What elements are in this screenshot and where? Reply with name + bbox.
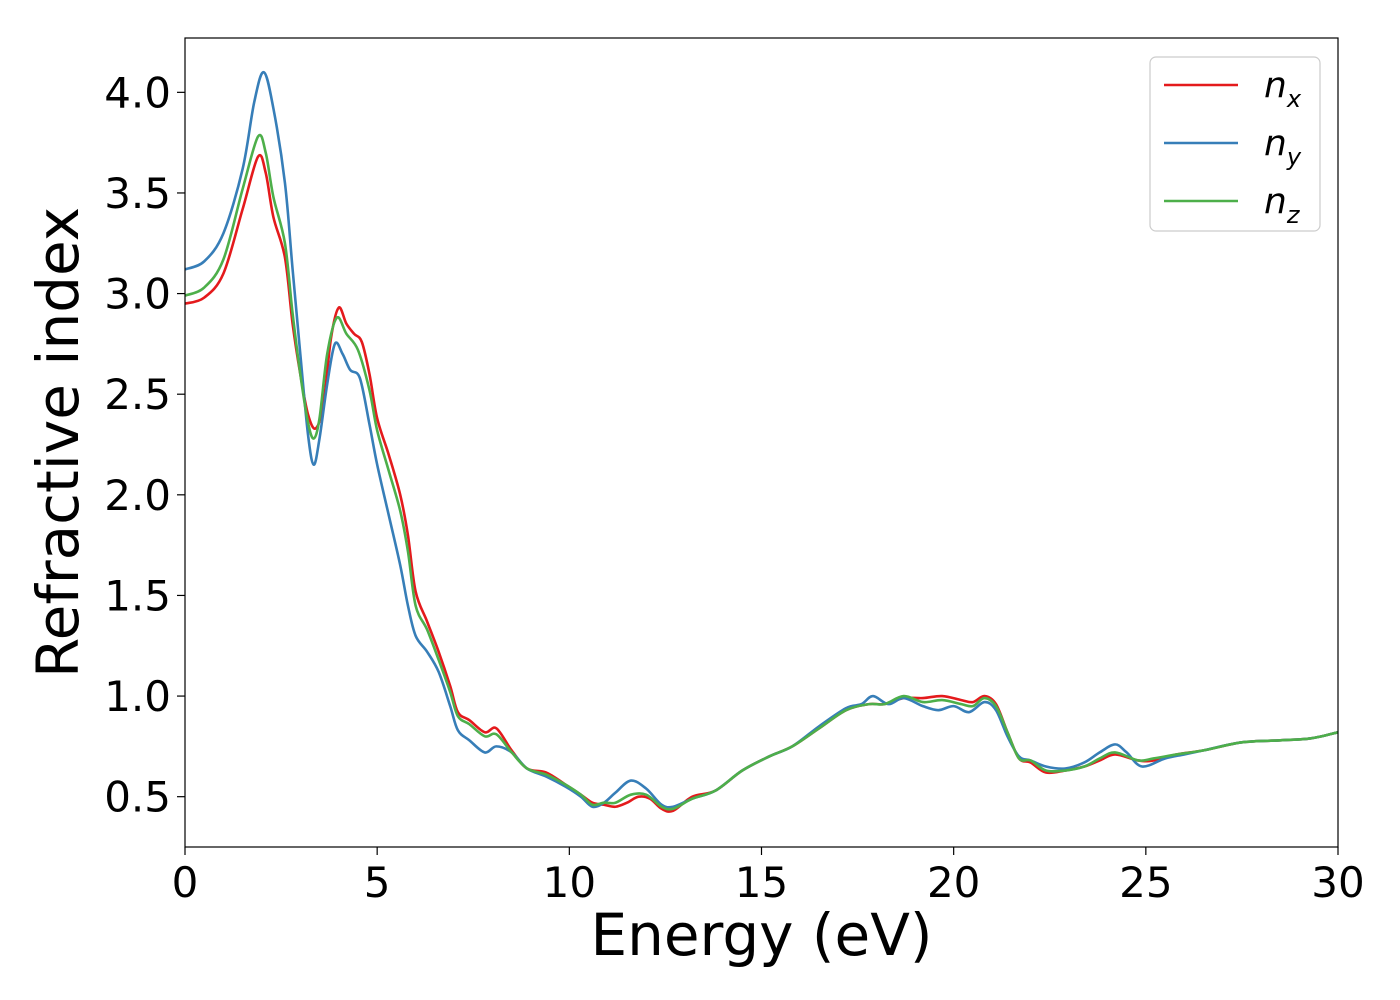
- x-tick-label: 30: [1311, 858, 1364, 907]
- legend-label-x: nx: [1264, 65, 1302, 113]
- series-line-y: [185, 70, 1338, 809]
- series-line-z: [185, 133, 1338, 811]
- x-tick-label: 20: [927, 858, 980, 907]
- y-axis: 0.5 1.0 1.5 2.0 2.5 3.0 3.5 4.0: [104, 68, 185, 822]
- y-tick-label: 1.0: [104, 672, 171, 721]
- x-tick-label: 15: [735, 858, 788, 907]
- x-axis: 0 5 10 15 20 25 30: [172, 847, 1365, 907]
- y-tick-label: 0.5: [104, 773, 171, 822]
- y-tick-label: 2.0: [104, 471, 171, 520]
- series-layer: [185, 70, 1338, 813]
- y-axis-label: Refractive index: [24, 207, 92, 678]
- y-tick-label: 4.0: [104, 68, 171, 117]
- y-tick-label: 3.0: [104, 270, 171, 319]
- y-tick-label: 2.5: [104, 370, 171, 419]
- y-tick-label: 3.5: [104, 169, 171, 218]
- x-tick-label: 0: [172, 858, 199, 907]
- x-axis-label: Energy (eV): [590, 901, 932, 969]
- x-tick-label: 25: [1119, 858, 1172, 907]
- legend-label-y: ny: [1264, 123, 1302, 171]
- y-tick-label: 1.5: [104, 571, 171, 620]
- legend-label-z: nz: [1264, 181, 1301, 229]
- x-tick-label: 10: [543, 858, 596, 907]
- legend: nx ny nz: [1149, 56, 1321, 232]
- x-tick-label: 5: [364, 858, 391, 907]
